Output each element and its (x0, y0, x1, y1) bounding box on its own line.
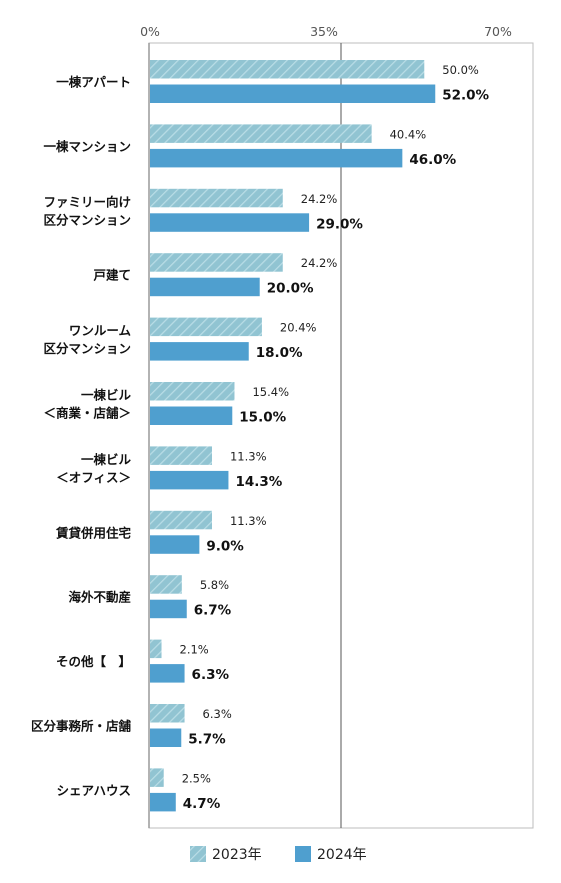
category-label-line: 一棟アパート (56, 75, 131, 90)
bar-2023 (150, 60, 425, 79)
category-label-line: ＜オフィス＞ (56, 470, 131, 485)
category-label: 戸建て (93, 268, 131, 283)
category-label-line: 戸建て (93, 268, 131, 283)
bar-2024 (150, 148, 403, 168)
bar-2023 (150, 768, 164, 787)
x-tick-label: 70% (484, 24, 512, 39)
bar-2023 (150, 510, 212, 530)
data-label-2024: 6.3% (192, 667, 230, 683)
data-label-2023: 11.3% (230, 449, 267, 463)
category-label: 海外不動産 (68, 590, 131, 605)
legend-swatch-2023 (190, 846, 206, 862)
category-label: 一棟アパート (56, 75, 131, 90)
legend-swatch-2024 (295, 846, 311, 862)
data-label-2023: 2.1% (180, 643, 209, 657)
category-label-line: 一棟ビル (81, 452, 132, 467)
bar-2024 (150, 213, 310, 232)
bar-2024 (150, 406, 233, 425)
data-label-2024: 9.0% (206, 538, 244, 554)
bar-2023 (150, 704, 185, 723)
bar-2024 (150, 535, 200, 554)
legend-label-2023: 2023年 (212, 847, 262, 863)
category-label: 一棟ビル ＜オフィス＞ (56, 452, 131, 485)
category-labels: 一棟アパート一棟マンションファミリー向け区分マンション戸建てワンルーム区分マンシ… (31, 75, 132, 798)
category-label-line: ＜商業・店舗＞ (43, 406, 131, 421)
category-label: 区分事務所・店舗 (31, 719, 132, 734)
bar-2023 (150, 446, 212, 465)
category-label: 賃貸併用住宅 (55, 525, 132, 540)
category-label-line: 賃貸併用住宅 (55, 525, 132, 540)
data-label-2024: 18.0% (256, 345, 303, 361)
bar-2023 (150, 124, 372, 143)
bar-2023 (150, 639, 162, 659)
bar-2023 (150, 575, 182, 594)
data-label-2023: 24.2% (301, 256, 338, 270)
data-label-2023: 5.8% (200, 578, 229, 592)
category-label-line: ファミリー向け (43, 194, 131, 209)
plot-frame (148, 42, 534, 829)
category-label: シェアハウス (56, 783, 131, 798)
bar-2024 (150, 277, 260, 297)
data-label-2024: 4.7% (183, 796, 221, 812)
category-label-line: 一棟ビル (81, 388, 132, 403)
data-label-2024: 20.0% (267, 281, 314, 297)
data-label-2024: 14.3% (235, 474, 282, 490)
category-label-line: 区分事務所・店舗 (31, 719, 132, 734)
data-label-2024: 46.0% (409, 152, 456, 168)
category-label-line: ワンルーム (69, 323, 132, 338)
bar-2024 (150, 728, 182, 747)
category-label-line: その他【 】 (56, 654, 131, 669)
category-label-line: 海外不動産 (68, 590, 131, 605)
data-label-2023: 24.2% (301, 192, 338, 206)
data-label-2024: 52.0% (442, 88, 489, 104)
category-label-line: 一棟マンション (43, 139, 131, 154)
data-label-2024: 29.0% (316, 216, 363, 232)
bar-2023 (150, 317, 262, 337)
bar-2024 (150, 599, 187, 619)
bar-2023 (150, 382, 235, 401)
data-label-2023: 50.0% (442, 63, 479, 77)
data-label-2023: 40.4% (390, 127, 427, 141)
bars: 50.0% 52.0% 40.4% 46.0% 24.2% 29.0% 24.2% 20.0%… (150, 60, 490, 812)
x-tick-label: 35% (310, 24, 338, 39)
category-label-line: 区分マンション (43, 341, 131, 356)
data-label-2023: 2.5% (182, 771, 211, 785)
bar-2024 (150, 664, 185, 683)
legend-label-2024: 2024年 (317, 847, 367, 863)
category-label-line: シェアハウス (56, 783, 131, 798)
data-label-2023: 15.4% (252, 385, 289, 399)
bar-2024 (150, 470, 229, 490)
data-label-2024: 15.0% (239, 410, 286, 426)
bar-2023 (150, 253, 283, 272)
category-label: ファミリー向け区分マンション (43, 194, 131, 227)
data-label-2023: 20.4% (280, 321, 317, 335)
data-label-2024: 6.7% (194, 603, 232, 619)
bar-2023 (150, 188, 283, 208)
x-tick-label: 0% (140, 24, 160, 39)
data-label-2024: 5.7% (188, 732, 226, 748)
data-label-2023: 6.3% (203, 707, 232, 721)
x-axis-ticks: 0% 35% 70% (140, 24, 512, 39)
bar-2024 (150, 84, 436, 103)
legend: 2023年 2024年 (190, 846, 367, 863)
category-label: その他【 】 (56, 654, 131, 669)
category-label: 一棟マンション (43, 139, 131, 154)
category-label: ワンルーム区分マンション (43, 323, 131, 356)
data-label-2023: 11.3% (230, 514, 267, 528)
category-label-line: 区分マンション (43, 212, 131, 227)
bar-2024 (150, 792, 176, 812)
category-label: 一棟ビル ＜商業・店舗＞ (43, 388, 131, 421)
bar-2024 (150, 342, 249, 361)
